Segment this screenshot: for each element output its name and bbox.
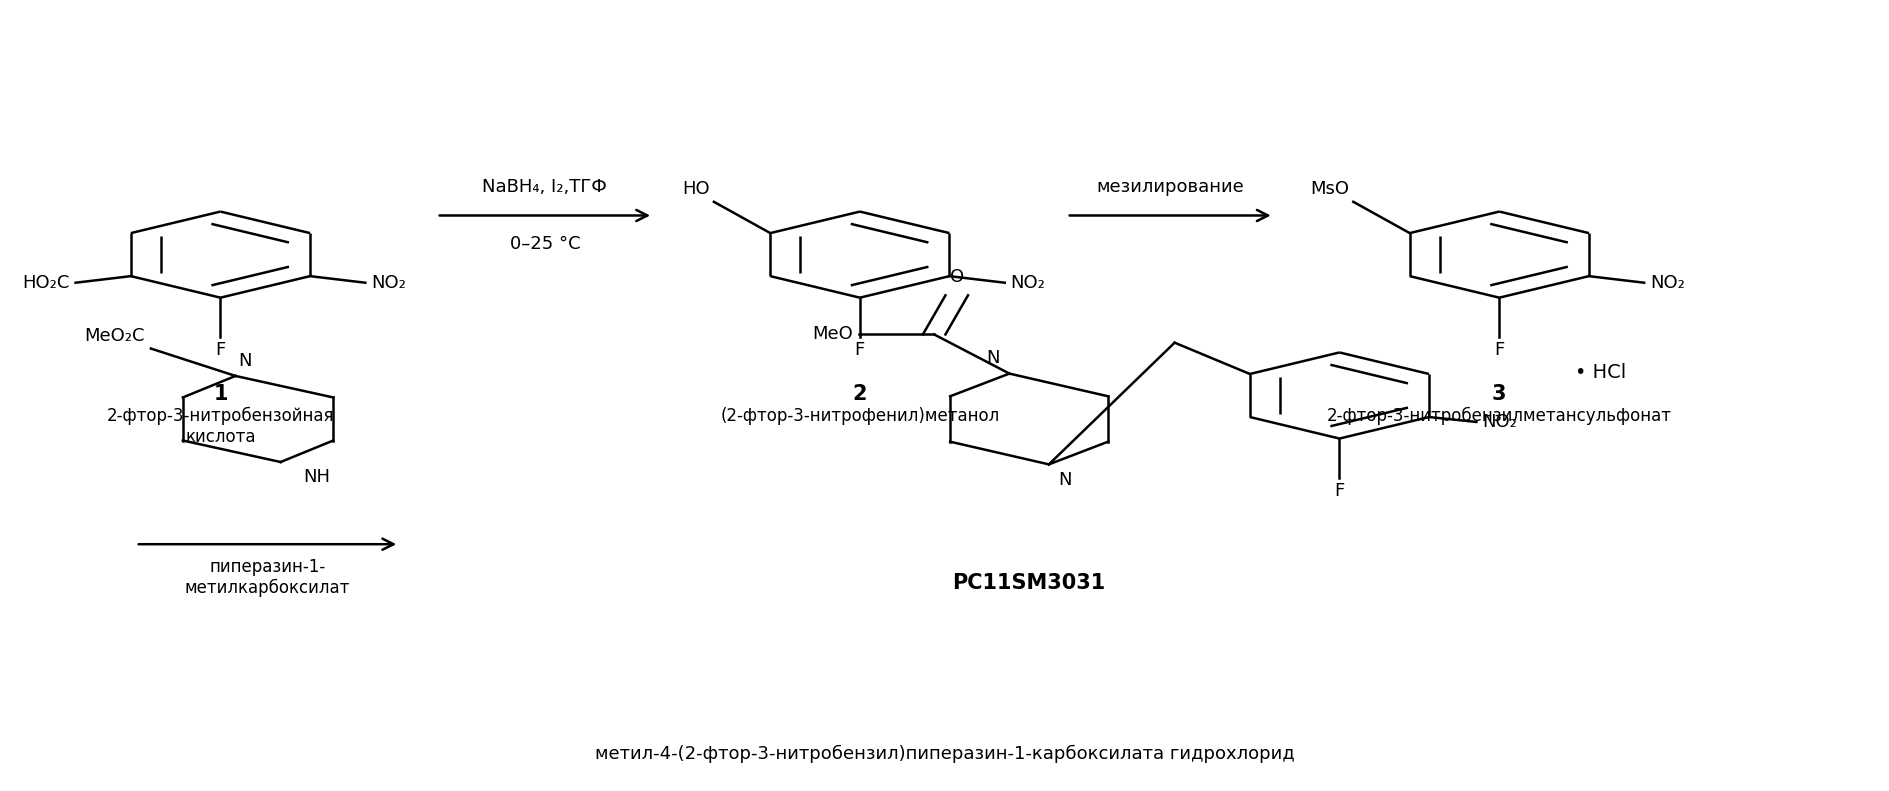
- Text: NaBH₄, I₂,ТГФ: NaBH₄, I₂,ТГФ: [482, 178, 606, 196]
- Text: F: F: [215, 341, 225, 358]
- Text: NO₂: NO₂: [1649, 274, 1685, 292]
- Text: F: F: [854, 341, 865, 358]
- Text: HO₂C: HO₂C: [23, 274, 70, 292]
- Text: O: O: [950, 268, 963, 286]
- Text: (2-фтор-3-нитрофенил)метанол: (2-фтор-3-нитрофенил)метанол: [720, 407, 999, 426]
- Text: MsO: MsO: [1311, 180, 1349, 198]
- Text: F: F: [1334, 482, 1345, 500]
- Text: метил-4-(2-фтор-3-нитробензил)пиперазин-1-карбоксилата гидрохлорид: метил-4-(2-фтор-3-нитробензил)пиперазин-…: [595, 745, 1294, 763]
- Text: 2-фтор-3-нитробензилметансульфонат: 2-фтор-3-нитробензилметансульфонат: [1326, 407, 1672, 426]
- Text: 0–25 °C: 0–25 °C: [510, 235, 580, 253]
- Text: N: N: [1058, 471, 1071, 489]
- Text: • HCl: • HCl: [1575, 362, 1626, 381]
- Text: F: F: [1494, 341, 1504, 358]
- Text: NO₂: NO₂: [1483, 413, 1517, 431]
- Text: 3: 3: [1492, 384, 1507, 403]
- Text: MeO₂C: MeO₂C: [85, 327, 145, 345]
- Text: N: N: [986, 350, 999, 367]
- Text: пиперазин-1-
метилкарбоксилат: пиперазин-1- метилкарбоксилат: [185, 558, 349, 597]
- Text: N: N: [238, 352, 251, 369]
- Text: HO: HO: [682, 180, 710, 198]
- Text: 2: 2: [852, 384, 867, 403]
- Text: 2-фтор-3-нитробензойная
кислота: 2-фтор-3-нитробензойная кислота: [106, 407, 334, 446]
- Text: NO₂: NO₂: [370, 274, 406, 292]
- Text: мезилирование: мезилирование: [1096, 178, 1245, 196]
- Text: PC11SM3031: PC11SM3031: [952, 573, 1105, 593]
- Text: 1: 1: [213, 384, 229, 403]
- Text: NO₂: NO₂: [1011, 274, 1045, 292]
- Text: MeO: MeO: [812, 325, 854, 343]
- Text: NH: NH: [304, 468, 331, 486]
